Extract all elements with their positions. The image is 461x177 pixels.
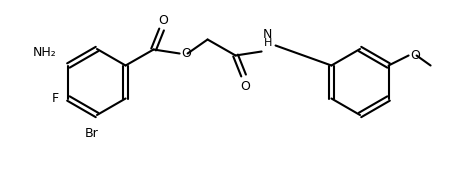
Text: NH₂: NH₂ (33, 47, 56, 59)
Text: Br: Br (85, 127, 99, 140)
Text: N: N (263, 28, 272, 41)
Text: O: O (411, 49, 420, 62)
Text: F: F (52, 92, 59, 105)
Text: O: O (182, 47, 191, 60)
Text: H: H (264, 39, 272, 48)
Text: O: O (159, 13, 169, 27)
Text: O: O (241, 79, 250, 93)
